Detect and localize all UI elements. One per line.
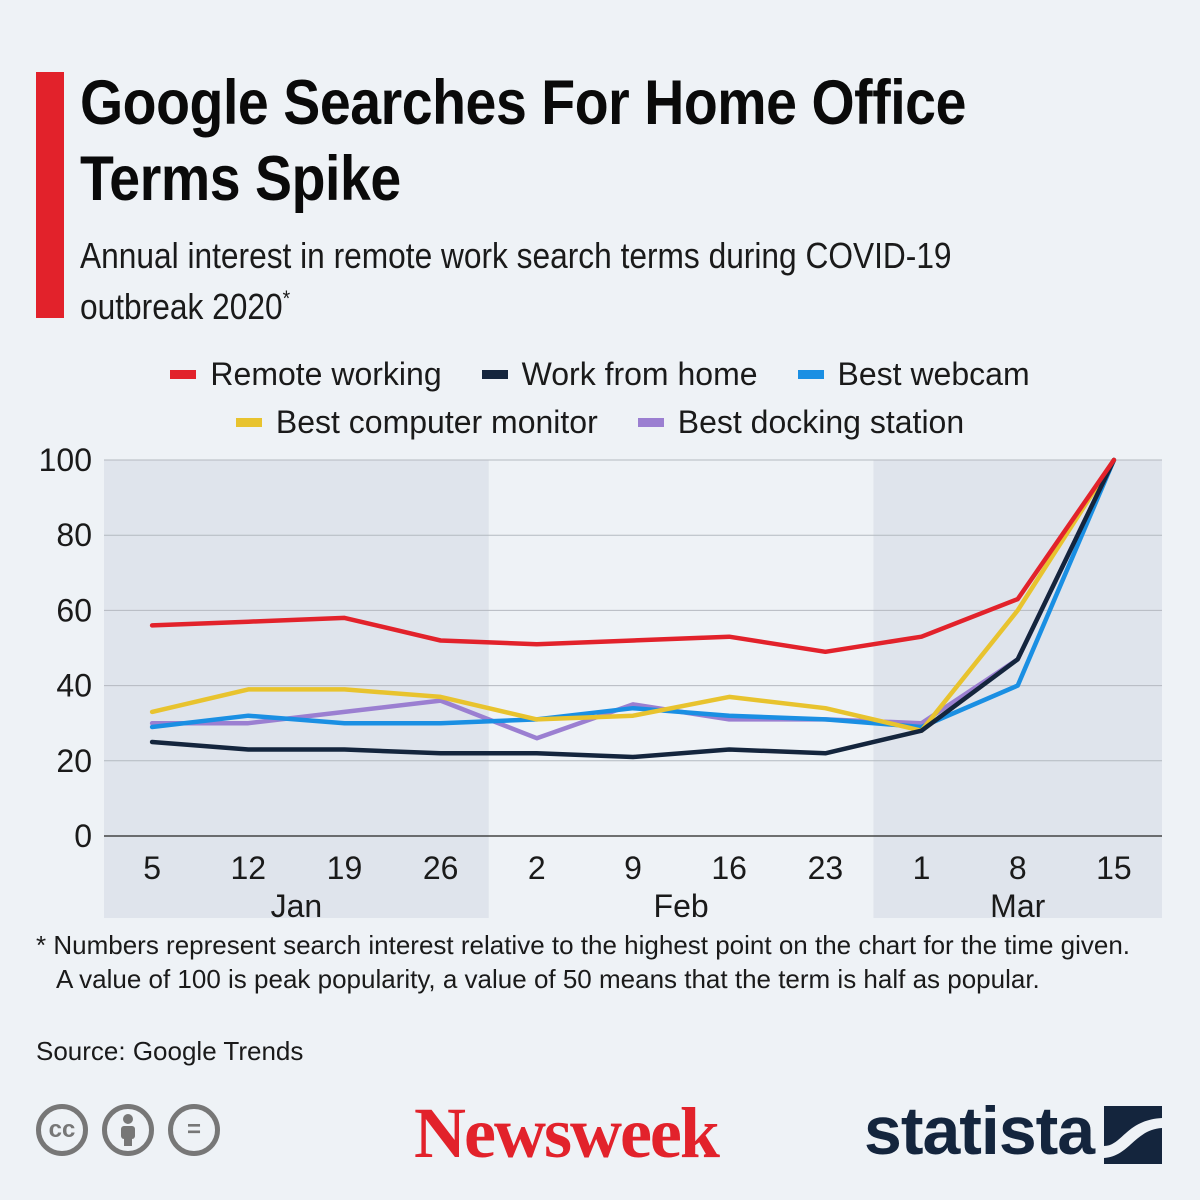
y-tick-label: 80 (56, 517, 92, 553)
subtitle-footnote-mark: * (282, 286, 291, 312)
legend-item-best-webcam: Best webcam (797, 355, 1030, 393)
x-tick-label: 1 (913, 850, 931, 886)
legend-item-work-from-home: Work from home (481, 355, 758, 393)
x-tick-label: 19 (327, 850, 363, 886)
footnote: * Numbers represent search interest rela… (36, 928, 1146, 996)
series-line-best-computer-monitor (149, 457, 1117, 733)
legend-label: Remote working (210, 355, 442, 392)
no-derivatives-icon[interactable]: = (168, 1104, 220, 1156)
attribution-icon[interactable] (102, 1104, 154, 1156)
x-tick-label: 12 (230, 850, 266, 886)
series-line-best-docking-station (149, 457, 1117, 741)
person-icon (121, 1114, 135, 1146)
equals-sign: = (186, 1116, 201, 1143)
series-line-work-from-home (149, 457, 1117, 760)
legend-label: Best webcam (837, 355, 1030, 392)
legend-label: Best docking station (677, 403, 965, 440)
cc-icon[interactable]: cc (36, 1104, 88, 1156)
x-tick-label: 23 (808, 850, 844, 886)
y-tick-label: 60 (56, 592, 92, 628)
legend-label: Best computer monitor (275, 403, 598, 440)
month-band-mar (873, 460, 1162, 918)
month-label-jan: Jan (271, 888, 323, 920)
newsweek-logo[interactable]: Newsweek (414, 1093, 720, 1173)
chart-title: Google Searches For Home Office Terms Sp… (80, 68, 966, 214)
license-icons: cc = (36, 1104, 234, 1156)
subtitle-text: Annual interest in remote work search te… (80, 235, 952, 328)
legend-row-2: Best computer monitor Best docking stati… (0, 398, 1200, 446)
legend-item-remote-working: Remote working (170, 355, 442, 393)
legend-swatch (797, 369, 824, 379)
y-tick-label: 0 (74, 818, 92, 854)
chart-legend: Remote working Work from home Best webca… (0, 350, 1200, 446)
line-chart: 0 20 40 60 80 100 5 12 19 26 2 9 16 23 1 8 15 Jan Feb Mar (39, 442, 1162, 920)
legend-swatch (637, 417, 664, 427)
source-note: Source: Google Trends (36, 1036, 304, 1066)
series-line-best-webcam (149, 457, 1117, 730)
x-tick-label: 9 (624, 850, 642, 886)
series-line-remote-working (149, 457, 1117, 655)
month-label-mar: Mar (990, 888, 1045, 920)
x-tick-label: 26 (423, 850, 459, 886)
legend-swatch (235, 417, 262, 427)
x-tick-label: 5 (143, 850, 161, 886)
y-tick-label: 40 (56, 668, 92, 704)
month-label-feb: Feb (654, 888, 709, 920)
legend-label: Work from home (521, 355, 758, 392)
legend-item-best-computer-monitor: Best computer monitor (235, 403, 598, 441)
title-accent-bar (36, 72, 64, 318)
statista-mark-icon (1104, 1106, 1162, 1164)
statista-logo[interactable]: statista (864, 1093, 1095, 1169)
cc-icon-text: cc (48, 1116, 76, 1143)
y-tick-label: 20 (56, 743, 92, 779)
y-tick-label: 100 (39, 442, 92, 478)
legend-item-best-docking-station: Best docking station (637, 403, 965, 441)
legend-swatch (481, 369, 508, 379)
x-tick-label: 8 (1009, 850, 1027, 886)
legend-row-1: Remote working Work from home Best webca… (0, 350, 1200, 398)
footnote-text: * Numbers represent search interest rela… (36, 930, 1131, 994)
x-tick-label: 15 (1096, 850, 1132, 886)
chart-subtitle: Annual interest in remote work search te… (80, 234, 1030, 328)
x-tick-label: 16 (711, 850, 747, 886)
legend-swatch (170, 369, 197, 379)
x-tick-label: 2 (528, 850, 546, 886)
